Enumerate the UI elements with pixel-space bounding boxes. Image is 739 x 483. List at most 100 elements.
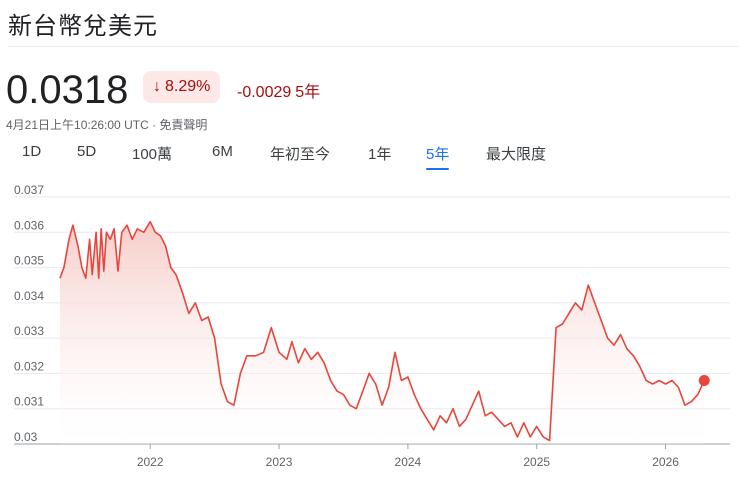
chart-svg[interactable]: 0.037 0.036 0.035 0.034 0.033 0.032 0.031 0.03 2… bbox=[0, 180, 739, 478]
down-arrow-icon: ↓ bbox=[153, 78, 161, 95]
data-point bbox=[170, 267, 171, 268]
data-point bbox=[106, 232, 107, 233]
data-point bbox=[382, 405, 383, 406]
data-point bbox=[98, 278, 99, 279]
data-point bbox=[214, 338, 215, 339]
data-point bbox=[646, 380, 647, 381]
data-point bbox=[362, 390, 363, 391]
y-tick-label: 0.03 bbox=[14, 430, 38, 444]
range-tab-6[interactable]: 5年 bbox=[426, 143, 450, 170]
data-point bbox=[407, 376, 408, 377]
data-point bbox=[271, 327, 272, 328]
range-tab-1[interactable]: 5D bbox=[77, 143, 97, 160]
x-tick-label: 2022 bbox=[137, 455, 164, 469]
data-point bbox=[620, 334, 621, 335]
data-point bbox=[388, 387, 389, 388]
range-tab-2[interactable]: 100萬 bbox=[132, 146, 173, 163]
range-tab-4[interactable]: 年初至今 bbox=[270, 146, 331, 163]
data-point bbox=[150, 221, 151, 222]
data-point bbox=[639, 366, 640, 367]
series-line bbox=[59, 220, 705, 442]
data-point bbox=[633, 355, 634, 356]
data-point bbox=[240, 373, 241, 374]
y-tick-label: 0.031 bbox=[14, 395, 44, 409]
data-point bbox=[665, 383, 666, 384]
data-point bbox=[652, 383, 653, 384]
data-point bbox=[684, 405, 685, 406]
data-point bbox=[195, 302, 196, 303]
data-point bbox=[356, 408, 357, 409]
data-point bbox=[343, 394, 344, 395]
data-point bbox=[530, 436, 531, 437]
range-tab-5[interactable]: 1年 bbox=[368, 146, 392, 163]
data-point bbox=[63, 267, 64, 268]
data-point bbox=[465, 419, 466, 420]
data-point bbox=[126, 225, 127, 226]
x-tick-label: 2026 bbox=[652, 455, 679, 469]
price-chart[interactable]: 0.037 0.036 0.035 0.034 0.033 0.032 0.031 0.03 2… bbox=[0, 180, 739, 478]
data-point bbox=[420, 408, 421, 409]
data-point bbox=[543, 436, 544, 437]
change-percent: 8.29% bbox=[165, 78, 211, 95]
current-value-marker bbox=[698, 374, 710, 386]
data-point bbox=[81, 267, 82, 268]
data-point bbox=[446, 422, 447, 423]
data-point bbox=[594, 302, 595, 303]
data-point bbox=[349, 405, 350, 406]
data-point bbox=[208, 316, 209, 317]
data-point bbox=[504, 426, 505, 427]
data-point bbox=[263, 352, 264, 353]
data-point bbox=[659, 380, 660, 381]
y-tick-label: 0.036 bbox=[14, 218, 44, 232]
y-tick-label: 0.034 bbox=[14, 289, 44, 303]
data-point bbox=[286, 359, 287, 360]
data-point bbox=[324, 362, 325, 363]
data-point bbox=[562, 323, 563, 324]
data-point bbox=[155, 232, 156, 233]
data-point bbox=[427, 419, 428, 420]
y-tick-label: 0.033 bbox=[14, 324, 44, 338]
data-point bbox=[613, 345, 614, 346]
data-point bbox=[336, 390, 337, 391]
y-tick-label: 0.032 bbox=[14, 359, 44, 373]
x-tick-label: 2024 bbox=[395, 455, 422, 469]
quote-timestamp: 4月21日上午10:26:00 UTC · 免責聲明 bbox=[6, 118, 208, 132]
data-point bbox=[478, 390, 479, 391]
data-point bbox=[110, 239, 111, 240]
data-point bbox=[375, 383, 376, 384]
y-tick-label: 0.037 bbox=[14, 183, 44, 197]
range-tab-7[interactable]: 最大限度 bbox=[486, 146, 547, 163]
data-point bbox=[581, 309, 582, 310]
data-point bbox=[588, 285, 589, 286]
change-period: 5年 bbox=[295, 84, 321, 101]
data-point bbox=[697, 394, 698, 395]
range-tab-0[interactable]: 1D bbox=[22, 143, 42, 160]
data-point bbox=[394, 352, 395, 353]
data-point bbox=[491, 412, 492, 413]
data-point bbox=[77, 246, 78, 247]
data-point bbox=[103, 271, 104, 272]
data-point bbox=[626, 348, 627, 349]
data-point bbox=[117, 271, 118, 272]
data-point bbox=[452, 408, 453, 409]
data-point bbox=[233, 405, 234, 406]
data-point bbox=[601, 320, 602, 321]
data-point bbox=[68, 239, 69, 240]
data-point bbox=[95, 232, 96, 233]
data-point bbox=[311, 359, 312, 360]
data-point bbox=[497, 419, 498, 420]
data-point bbox=[291, 341, 292, 342]
data-point bbox=[182, 292, 183, 293]
data-point bbox=[89, 239, 90, 240]
data-point bbox=[401, 380, 402, 381]
data-point bbox=[227, 401, 228, 402]
data-point bbox=[549, 440, 550, 441]
data-point bbox=[175, 274, 176, 275]
data-point bbox=[414, 394, 415, 395]
range-tab-3[interactable]: 6M bbox=[212, 143, 233, 160]
data-point bbox=[691, 401, 692, 402]
x-tick-label: 2023 bbox=[266, 455, 293, 469]
data-point bbox=[330, 380, 331, 381]
data-point bbox=[485, 415, 486, 416]
current-price: 0.0318 bbox=[6, 68, 129, 112]
